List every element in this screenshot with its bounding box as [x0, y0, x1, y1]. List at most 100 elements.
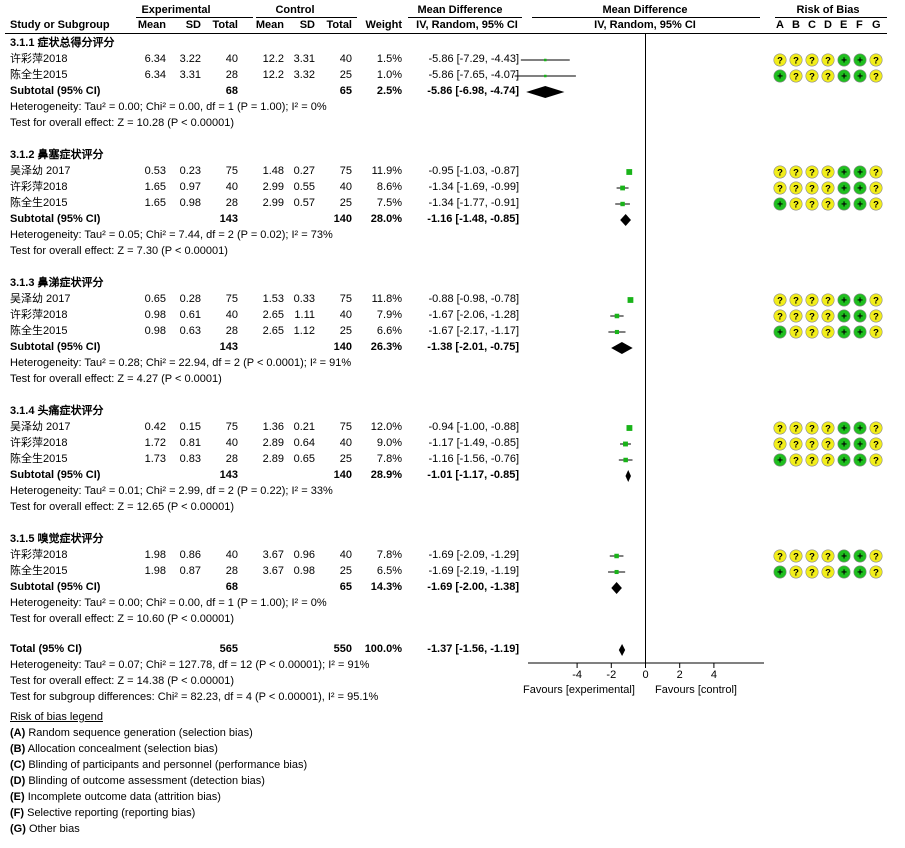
subtotal-ctrl-total: 140: [333, 469, 352, 481]
rob-unclear-risk-dot: [789, 549, 803, 563]
rob-unclear-risk-dot: [869, 453, 883, 467]
rob-low-risk-dot: [853, 565, 867, 579]
legend-title: Risk of bias legend: [10, 711, 103, 723]
exp-total: 28: [225, 565, 238, 577]
rob-low-risk-dot: [853, 437, 867, 451]
legend-text: Other bias: [25, 823, 80, 835]
subtotal-ci: -1.01 [-1.17, -0.85]: [427, 469, 519, 481]
legend-key: (E): [10, 791, 25, 803]
rob-unclear-risk-dot: [821, 453, 835, 467]
rob-question-glyph: ?: [777, 552, 783, 563]
rob-question-glyph: ?: [825, 552, 831, 563]
rob-question-glyph: ?: [793, 56, 799, 67]
total-exp-total: 565: [219, 643, 238, 655]
total-diamond: [618, 644, 626, 656]
ctrl-sd: 1.11: [294, 309, 315, 321]
x-axis-tick-label: -4: [572, 669, 582, 681]
legend-key: (A): [10, 727, 26, 739]
rob-plus-glyph: +: [841, 440, 847, 451]
header-ctrl-mean: Mean: [255, 19, 284, 31]
rob-question-glyph: ?: [809, 456, 815, 467]
mean-difference-ci: -1.17 [-1.49, -0.85]: [428, 437, 520, 449]
total-ctrl-total: 550: [333, 643, 352, 655]
rob-question-glyph: ?: [793, 312, 799, 323]
rob-plus-glyph: +: [777, 568, 783, 579]
subgroup-heterogeneity: Heterogeneity: Tau² = 0.01; Chi² = 2.99,…: [10, 485, 333, 497]
rob-question-glyph: ?: [873, 312, 879, 323]
x-axis-tick-label: -2: [606, 669, 617, 681]
exp-mean: 0.65: [144, 293, 166, 305]
rob-plus-glyph: +: [857, 56, 863, 67]
rob-low-risk-dot: [773, 197, 787, 211]
rob-unclear-risk-dot: [789, 437, 803, 451]
rob-unclear-risk-dot: [869, 565, 883, 579]
rob-column-f: F: [856, 19, 863, 31]
rob-low-risk-dot: [853, 309, 867, 323]
ctrl-mean: 12.2: [262, 53, 284, 65]
legend-text: Incomplete outcome data (attrition bias): [24, 791, 221, 803]
total-label: Total (95% CI): [10, 643, 82, 655]
header-control: Control: [275, 4, 315, 16]
rob-unclear-risk-dot: [869, 197, 883, 211]
rob-unclear-risk-dot: [821, 293, 835, 307]
exp-sd: 0.86: [179, 549, 201, 561]
rob-unclear-risk-dot: [805, 293, 819, 307]
subgroup-heterogeneity: Heterogeneity: Tau² = 0.05; Chi² = 7.44,…: [10, 229, 333, 241]
rob-question-glyph: ?: [809, 200, 815, 211]
header-experimental: Experimental: [141, 4, 211, 16]
weight: 7.9%: [376, 309, 402, 321]
rob-plus-glyph: +: [857, 328, 863, 339]
mean-difference-ci: -1.69 [-2.09, -1.29]: [428, 549, 520, 561]
rob-unclear-risk-dot: [869, 437, 883, 451]
rob-low-risk-dot: [837, 453, 851, 467]
rob-question-glyph: ?: [873, 440, 879, 451]
header-mean-difference-plot: Mean Difference: [602, 4, 688, 16]
subtotal-weight: 2.5%: [376, 85, 402, 97]
rob-low-risk-dot: [853, 165, 867, 179]
rob-unclear-risk-dot: [805, 453, 819, 467]
rob-unclear-risk-dot: [789, 325, 803, 339]
rob-unclear-risk-dot: [869, 309, 883, 323]
rob-question-glyph: ?: [825, 312, 831, 323]
rob-question-glyph: ?: [825, 568, 831, 579]
rob-unclear-risk-dot: [869, 69, 883, 83]
rob-unclear-risk-dot: [869, 53, 883, 67]
rob-unclear-risk-dot: [805, 53, 819, 67]
exp-total: 28: [225, 453, 238, 465]
rob-unclear-risk-dot: [789, 69, 803, 83]
study-name: 陈全生2015: [10, 325, 68, 337]
rob-unclear-risk-dot: [805, 437, 819, 451]
subtotal-exp-total: 68: [225, 581, 238, 593]
favours-experimental-label: Favours [experimental]: [523, 684, 635, 696]
rob-question-glyph: ?: [777, 168, 783, 179]
study-name: 陈全生2015: [10, 197, 68, 209]
rob-question-glyph: ?: [793, 568, 799, 579]
rob-question-glyph: ?: [793, 328, 799, 339]
mean-difference-ci: -1.67 [-2.06, -1.28]: [428, 309, 520, 321]
rob-question-glyph: ?: [825, 424, 831, 435]
legend-text: Selective reporting (reporting bias): [24, 807, 196, 819]
subtotal-diamond: [620, 214, 631, 226]
rob-question-glyph: ?: [873, 56, 879, 67]
rob-plus-glyph: +: [841, 200, 847, 211]
legend-item: (B) Allocation concealment (selection bi…: [10, 743, 218, 756]
exp-sd: 3.31: [179, 69, 201, 81]
total-weight: 100.0%: [364, 643, 402, 655]
ctrl-sd: 0.65: [293, 453, 315, 465]
rob-low-risk-dot: [837, 325, 851, 339]
legend-item: (C) Blinding of participants and personn…: [10, 759, 307, 772]
exp-sd: 0.98: [179, 197, 201, 209]
study-name: 吴泽幼 2017: [10, 165, 71, 177]
weight: 7.8%: [376, 453, 402, 465]
rob-plus-glyph: +: [857, 440, 863, 451]
rob-low-risk-dot: [837, 197, 851, 211]
effect-size-marker: [627, 297, 634, 303]
legend-item: (D) Blinding of outcome assessment (dete…: [10, 775, 265, 788]
rob-unclear-risk-dot: [773, 549, 787, 563]
rob-low-risk-dot: [837, 69, 851, 83]
exp-sd: 0.97: [179, 181, 201, 193]
ctrl-total: 75: [339, 165, 352, 177]
exp-mean: 1.65: [144, 181, 166, 193]
subgroup-title: 3.1.2 鼻塞症状评分: [10, 149, 104, 161]
ctrl-sd: 3.31: [293, 53, 315, 65]
